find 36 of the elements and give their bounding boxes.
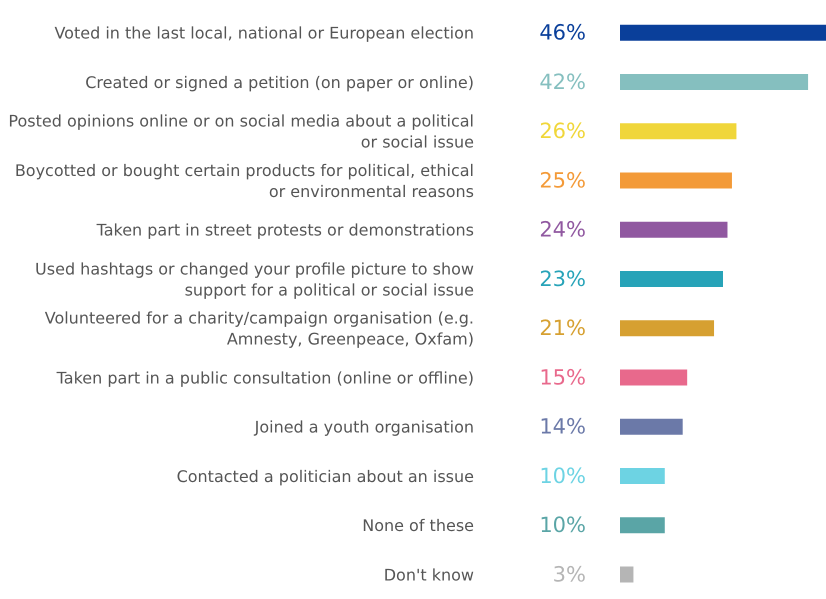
data-label: 25% — [539, 168, 586, 192]
data-label: 24% — [539, 218, 586, 242]
bar — [620, 369, 688, 386]
data-label: 10% — [539, 513, 586, 538]
data-label: 3% — [552, 562, 586, 586]
bar — [620, 468, 665, 484]
y-tick-label: Joined a youth organisation — [254, 417, 474, 436]
y-tick-label: Posted opinions online or on social media about a political or social issue — [8, 111, 474, 152]
data-label: 42% — [539, 70, 586, 94]
data-label: 23% — [539, 266, 586, 291]
data-label: 26% — [539, 119, 586, 144]
y-tick-label: Taken part in street protests or demonstrations — [96, 220, 474, 240]
bar — [620, 172, 732, 188]
bar — [620, 24, 826, 41]
data-label: 14% — [539, 414, 586, 439]
y-tick-label: Taken part in a public consultation (online or offline) — [56, 368, 474, 387]
y-tick-label: Contacted a politician about an issue — [176, 466, 474, 486]
y-tick-label: Don't know — [384, 564, 474, 584]
data-label: 10% — [539, 464, 586, 488]
y-tick-label: Voted in the last local, national or European election — [54, 23, 474, 42]
bar — [620, 222, 728, 238]
y-tick-label: None of these — [362, 516, 474, 535]
y-tick-label: Used hashtags or changed your profile picture to show support for a political or social issue — [35, 258, 474, 299]
data-label: 15% — [539, 365, 586, 390]
bar — [620, 566, 634, 582]
bar — [620, 74, 808, 90]
bar — [620, 270, 723, 287]
y-tick-label: Boycotted or bought certain products for political, ethical or environmental reasons — [14, 160, 474, 200]
bar — [620, 320, 714, 336]
bar — [620, 123, 736, 140]
y-tick-label: Created or signed a petition (on paper or online) — [85, 72, 474, 92]
y-tick-label: Volunteered for a charity/campaign organisation (e.g. Amnesty, Greenpeace, Oxfam) — [44, 308, 474, 348]
data-label: 46% — [539, 20, 586, 45]
data-label: 21% — [539, 316, 586, 340]
bar — [620, 517, 665, 534]
bar — [620, 418, 683, 435]
